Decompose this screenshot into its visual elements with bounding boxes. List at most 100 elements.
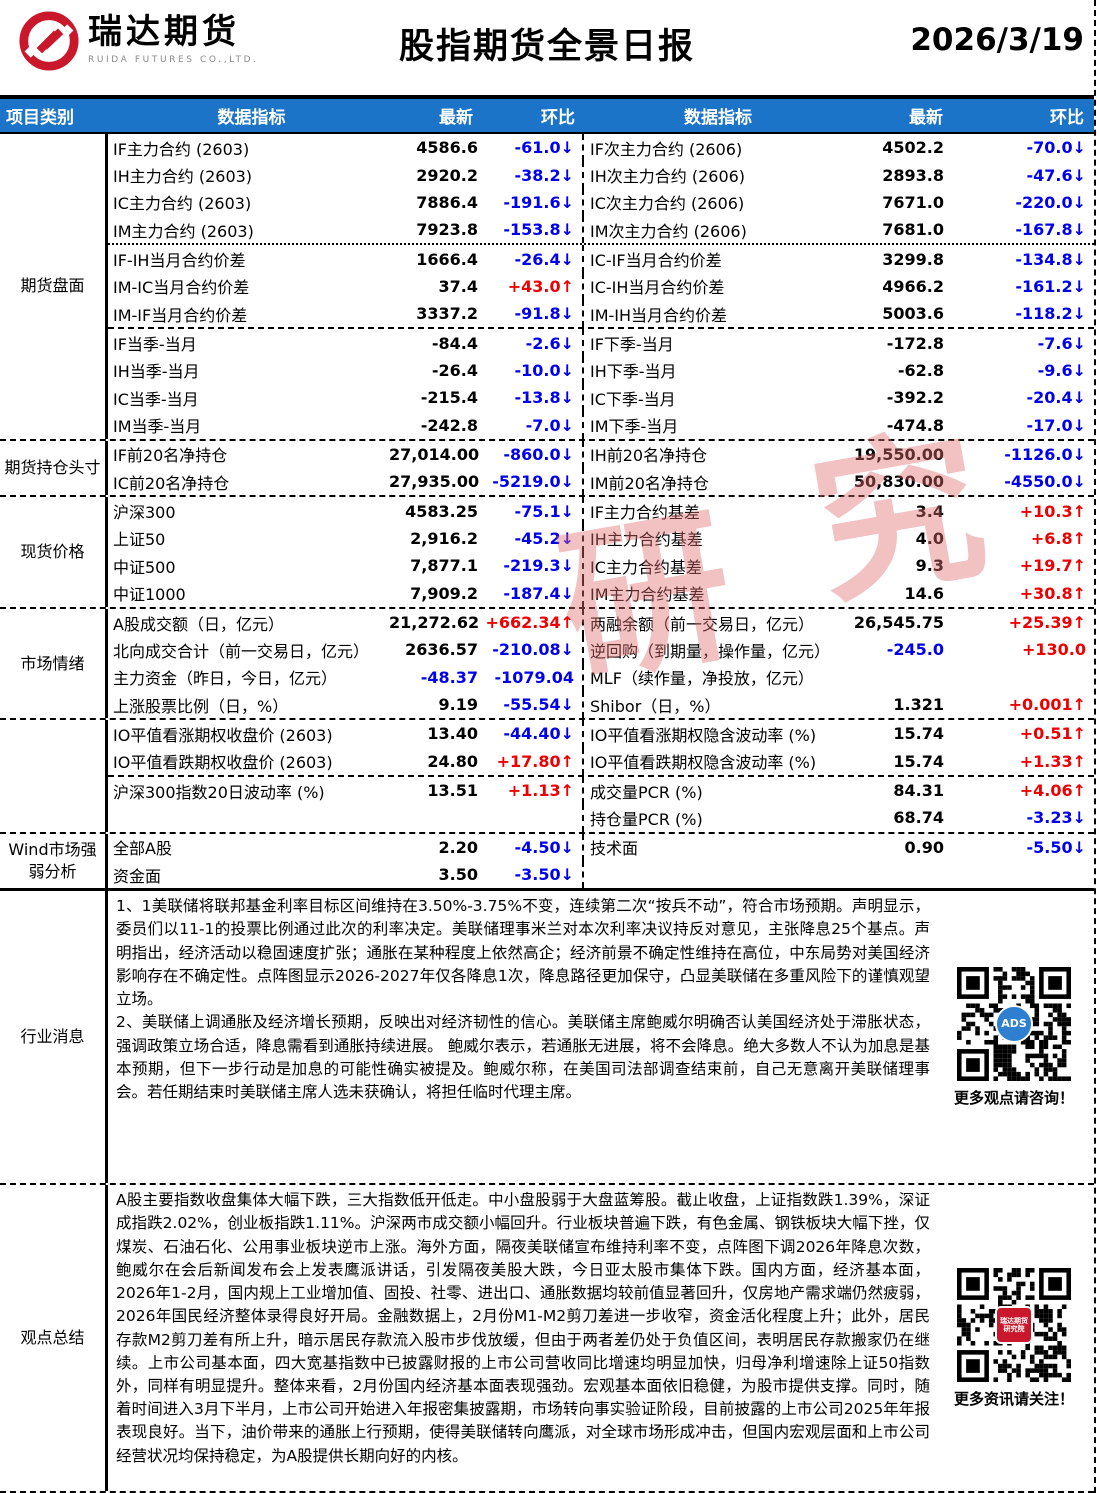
indicator-label <box>582 860 848 889</box>
latest-value: 19,550.00 <box>853 444 944 464</box>
indicator-label: 主力资金（昨日，今日，亿元） <box>113 669 338 689</box>
section-期货盘面: 期货盘面 IF主力合约 (2603) 4586.6 -61.0↓ IF次主力合约 (26… <box>0 134 1094 439</box>
header-indicator-left: 数据指标 <box>217 108 286 128</box>
latest-value: -48.37 <box>420 667 478 687</box>
change-value: +0.51↑ <box>1019 724 1086 744</box>
category-label <box>0 720 108 832</box>
table-row: IM-IF当月合约价差 3337.2 -91.8↓ IM-IH当月合约价差 5003.6… <box>108 300 1094 328</box>
indicator-label: 全部A股 <box>113 839 172 859</box>
indicator-label: 逆回购（到期量，操作量，亿元） <box>582 636 848 664</box>
indicator-label: 沪深300指数20日波动率 (%) <box>113 782 325 802</box>
data-sections: 期货盘面 IF主力合约 (2603) 4586.6 -61.0↓ IF次主力合约 (26… <box>0 134 1094 889</box>
section-市场情绪: 市场情绪 A股成交额（日，亿元） 21,272.62 +662.34↑ 两融余额（前一交… <box>0 606 1094 719</box>
latest-value: -242.8 <box>420 415 478 435</box>
change-value: -5219.0↓ <box>492 472 574 492</box>
table-row: IC当季-当月 -215.4 -13.8↓ IC下季-当月 -392.2 -20.4↓ <box>108 384 1094 412</box>
latest-value: 9.3 <box>915 556 944 576</box>
table-row: IH主力合约 (2603) 2920.2 -38.2↓ IH次主力合约 (2606) 2… <box>108 161 1094 189</box>
latest-value: 7681.0 <box>882 220 944 240</box>
header-latest-right: 最新 <box>909 108 943 128</box>
latest-value: 7671.0 <box>882 192 944 212</box>
table-row: 上涨股票比例（日，%） 9.19 -55.54↓ Shibor（日，%） 1.321 +0… <box>108 690 1094 719</box>
table-row: 持仓量PCR (%) 68.74 -3.23↓ <box>108 804 1094 832</box>
summary-paragraph: A股主要指数收盘集体大幅下跌，三大指数低开低走。中小盘股弱于大盘蓝筹股。截止收盘… <box>116 1191 930 1465</box>
company-logo: 瑞达期货 RUIDA FUTURES CO.,LTD. <box>18 10 259 72</box>
indicator-label: 成交量PCR (%) <box>582 776 848 805</box>
indicator-label: 两融余额（前一交易日，亿元） <box>582 608 848 637</box>
latest-value: -474.8 <box>886 415 944 435</box>
table-row: 中证500 7,877.1 -219.3↓ IC主力合约基差 9.3 +19.7↑ <box>108 552 1094 580</box>
change-value: -70.0↓ <box>1026 138 1086 158</box>
qr-caption: 更多观点请咨询！ <box>953 1088 1074 1107</box>
indicator-label: IM次主力合约 (2606) <box>582 216 848 244</box>
change-value: -44.40↓ <box>503 724 574 744</box>
latest-value: -392.2 <box>886 388 944 408</box>
change-value: -2.6↓ <box>525 333 574 353</box>
latest-value: 7,877.1 <box>410 556 478 576</box>
latest-value: 3299.8 <box>882 249 944 269</box>
indicator-label: 资金面 <box>113 866 162 886</box>
latest-value: 5003.6 <box>882 304 944 324</box>
indicator-label: IM-IC当月合约价差 <box>113 278 250 298</box>
table-row: IO平值看跌期权收盘价 (2603) 24.80 +17.80↑ IO平值看跌期权隐含… <box>108 747 1094 775</box>
table-row: 沪深300指数20日波动率 (%) 13.51 +1.13↑ 成交量PCR (%) 84… <box>108 776 1094 805</box>
category-label: 观点总结 <box>0 1185 108 1492</box>
table-row: 全部A股 2.20 -4.50↓ 技术面 0.90 -5.50↓ <box>108 833 1094 861</box>
change-value: +0.001↑ <box>1008 695 1086 715</box>
indicator-label: IH前20名净持仓 <box>582 440 848 469</box>
change-value: -3.50↓ <box>514 865 574 885</box>
latest-value: 2893.8 <box>882 165 944 185</box>
change-value: -4550.0↓ <box>1004 472 1086 492</box>
latest-value: -26.4 <box>431 360 478 380</box>
change-value: -220.0↓ <box>1015 192 1086 212</box>
change-value: -7.6↓ <box>1037 333 1086 353</box>
header-category: 项目类别 <box>6 108 74 128</box>
table-row: 上证50 2,916.2 -45.2↓ IH主力合约基差 4.0 +6.8↑ <box>108 524 1094 553</box>
indicator-label: IC下季-当月 <box>582 384 848 412</box>
indicator-label: IO平值看涨期权隐含波动率 (%) <box>582 720 848 748</box>
change-value: -10.0↓ <box>514 360 574 380</box>
logo-company-name: 瑞达期货 <box>88 12 240 52</box>
table-row: IH当季-当月 -26.4 -10.0↓ IH下季-当月 -62.8 -9.6↓ <box>108 356 1094 385</box>
table-row: IM主力合约 (2603) 7923.8 -153.8↓ IM次主力合约 (2606)… <box>108 216 1094 244</box>
indicator-label: IC-IF当月合约价差 <box>582 245 848 273</box>
change-value: -210.08↓ <box>492 640 574 660</box>
ruida-research-logo-icon: 瑞达期货研究院 <box>995 1305 1033 1344</box>
change-value: -4.50↓ <box>514 837 574 857</box>
indicator-label: IF当季-当月 <box>113 335 197 355</box>
table-row: 主力资金（昨日，今日，亿元） -48.37 -1079.04 MLF（续作量，净投放，… <box>108 663 1094 691</box>
change-value: -161.2↓ <box>1015 276 1086 296</box>
change-value: +10.3↑ <box>1019 501 1086 521</box>
change-value: -187.4↓ <box>503 583 574 603</box>
category-label: 现货价格 <box>0 497 108 607</box>
table-header-row: 项目类别 数据指标 最新 环比 数据指标 最新 环比 <box>0 95 1094 134</box>
header-indicator-right: 数据指标 <box>684 108 752 128</box>
section-viewpoint-summary: 观点总结 A股主要指数收盘集体大幅下跌，三大指数低开低走。中小盘股弱于大盘蓝筹股… <box>0 1183 1094 1493</box>
change-value: -55.54↓ <box>503 695 574 715</box>
indicator-label: IC-IH当月合约价差 <box>582 272 848 301</box>
follow-qr-code: 瑞达期货研究院 <box>957 1267 1071 1382</box>
change-value: -7.0↓ <box>525 415 574 435</box>
indicator-label: 上涨股票比例（日，%） <box>113 696 289 716</box>
indicator-label: IM-IH当月合约价差 <box>582 300 848 328</box>
change-value: +43.0↑ <box>507 276 574 296</box>
indicator-label: IM前20名净持仓 <box>582 468 848 496</box>
indicator-label: IM下季-当月 <box>582 411 848 439</box>
latest-value: -245.0 <box>886 640 944 660</box>
indicator-label: IM当季-当月 <box>113 417 202 437</box>
indicator-label: Shibor（日，%） <box>582 690 848 719</box>
change-value: -20.4↓ <box>1026 388 1086 408</box>
latest-value: 26,545.75 <box>853 613 944 633</box>
indicator-label: 上证50 <box>113 530 166 550</box>
change-value: +30.8↑ <box>1019 583 1086 603</box>
latest-value: 15.74 <box>893 751 944 771</box>
category-label: 行业消息 <box>0 891 108 1184</box>
indicator-label: IF主力合约 (2603) <box>113 139 250 159</box>
latest-value: 14.6 <box>904 583 944 603</box>
latest-value: 15.74 <box>893 724 944 744</box>
change-value: -91.8↓ <box>514 304 574 324</box>
latest-value: 50,830.00 <box>853 472 944 492</box>
change-value: -153.8↓ <box>503 220 574 240</box>
consult-qr-code: ADS <box>957 966 1071 1081</box>
